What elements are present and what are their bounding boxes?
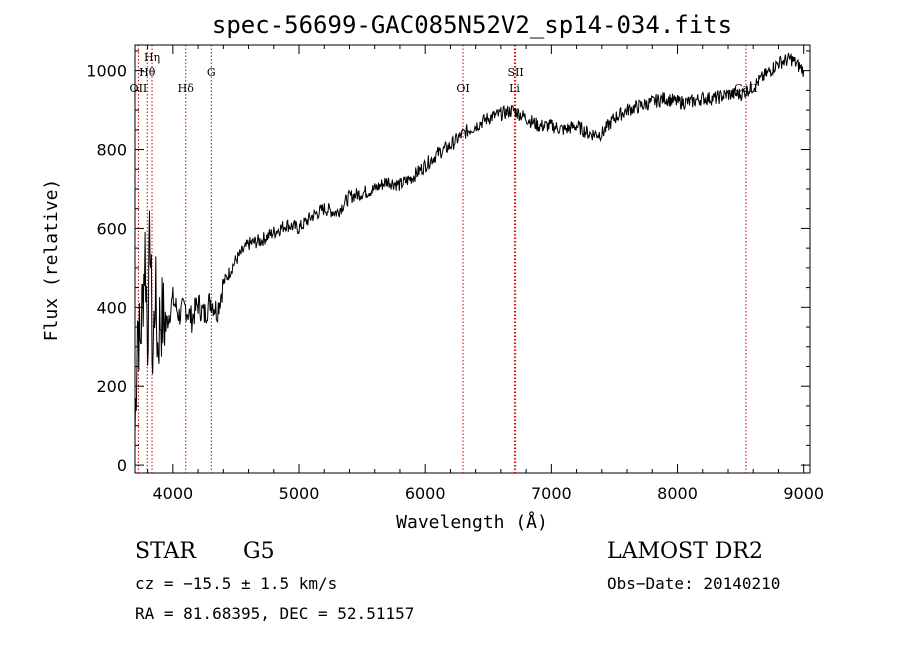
marker-label: Li [509,82,520,95]
y-tick-label: 1000 [86,62,127,81]
plot-frame [134,44,811,474]
x-tick-label: 9000 [783,484,824,503]
x-axis-label: Wavelength (Å) [396,511,548,533]
x-tick-label: 5000 [279,484,320,503]
x-tick-label: 6000 [405,484,446,503]
y-tick-label: 400 [96,298,127,317]
marker-label: Hδ [178,82,195,95]
marker-label: G [207,66,216,79]
marker-label: Hη [144,51,160,64]
observation-date: Obs−Date: 20140210 [607,574,781,593]
marker-label: SII [508,66,524,79]
redshift-value: cz = −15.5 ± 1.5 km/s [135,574,338,593]
marker-label: Hθ [139,66,156,79]
object-subclass: G5 [243,539,275,564]
y-axis-label: Flux (relative) [41,179,62,342]
coordinates: RA = 81.68395, DEC = 52.51157 [135,604,415,623]
survey-name: LAMOST DR2 [607,539,763,564]
x-tick-label: 7000 [531,484,572,503]
y-tick-label: 200 [96,377,127,396]
y-tick-label: 800 [96,141,127,160]
axes: 4000 5000 6000 7000 8000 9000 0 200 400 600 800 100… [86,45,824,503]
y-tick-label: 0 [117,456,127,475]
marker-label: OI [456,82,469,95]
spectrum-line [134,52,805,435]
x-tick-label: 4000 [152,484,193,503]
chart-title: spec-56699-GAC085N52V2_sp14-034.fits [212,11,732,39]
object-class: STAR [135,539,196,564]
marker-label: OII [130,82,148,95]
x-tick-label: 8000 [657,484,698,503]
y-tick-label: 600 [96,219,127,238]
